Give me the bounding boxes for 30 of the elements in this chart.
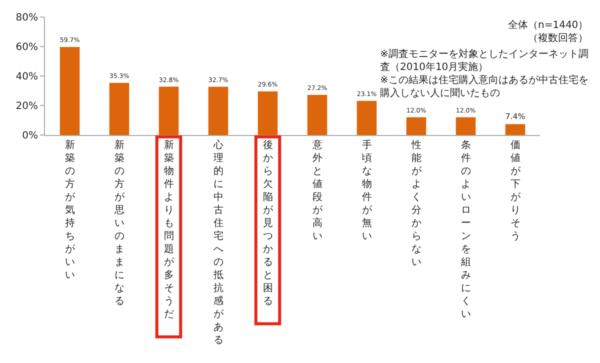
data-label: 7.4% — [505, 112, 526, 121]
bar — [208, 86, 228, 135]
x-tick-label: 手頃な物件が無い — [362, 139, 373, 242]
category-label: 性能がよく分からない — [411, 140, 422, 268]
bar — [356, 100, 377, 135]
bar — [307, 94, 328, 135]
bar — [456, 117, 476, 135]
category-label: 新築物件よりも問題が多そうだ — [164, 140, 174, 320]
y-tick-label: 80% — [16, 12, 38, 24]
annotation: ※この結果は住宅購入意向はあるが中古住宅を購入しない人に聞いたもの — [380, 74, 588, 99]
annotation: ※調査モニターを対象としたインターネット調査（2010年10月実施） — [380, 48, 588, 73]
category-label: 条件のよいローンを組みにくい — [460, 140, 471, 320]
annotation: （複数回答） — [528, 32, 588, 44]
category-label: 新築の方が気持ちがいい — [64, 140, 75, 281]
y-tick-label: 60% — [16, 42, 38, 53]
bar — [158, 86, 179, 135]
x-tick-label: 意外と値段が高い — [311, 139, 324, 242]
y-tick-label: 20% — [16, 101, 38, 112]
bar — [109, 82, 130, 135]
annotation: 全体（n=1440） — [508, 19, 588, 31]
x-tick-label: 価値が下がりそう — [510, 140, 522, 242]
bar — [60, 46, 80, 135]
bar — [406, 117, 426, 135]
y-tick-label: 40% — [16, 72, 38, 82]
y-tick-label: 0% — [22, 130, 38, 142]
bar — [505, 124, 526, 135]
bar — [258, 91, 278, 135]
category-label: 心理的に中古住宅への抵抗感がある — [213, 140, 224, 346]
category-label: 後から欠陥が見つかると困る — [262, 140, 273, 307]
category-label: 新築の方が思いのままになる — [114, 140, 124, 307]
